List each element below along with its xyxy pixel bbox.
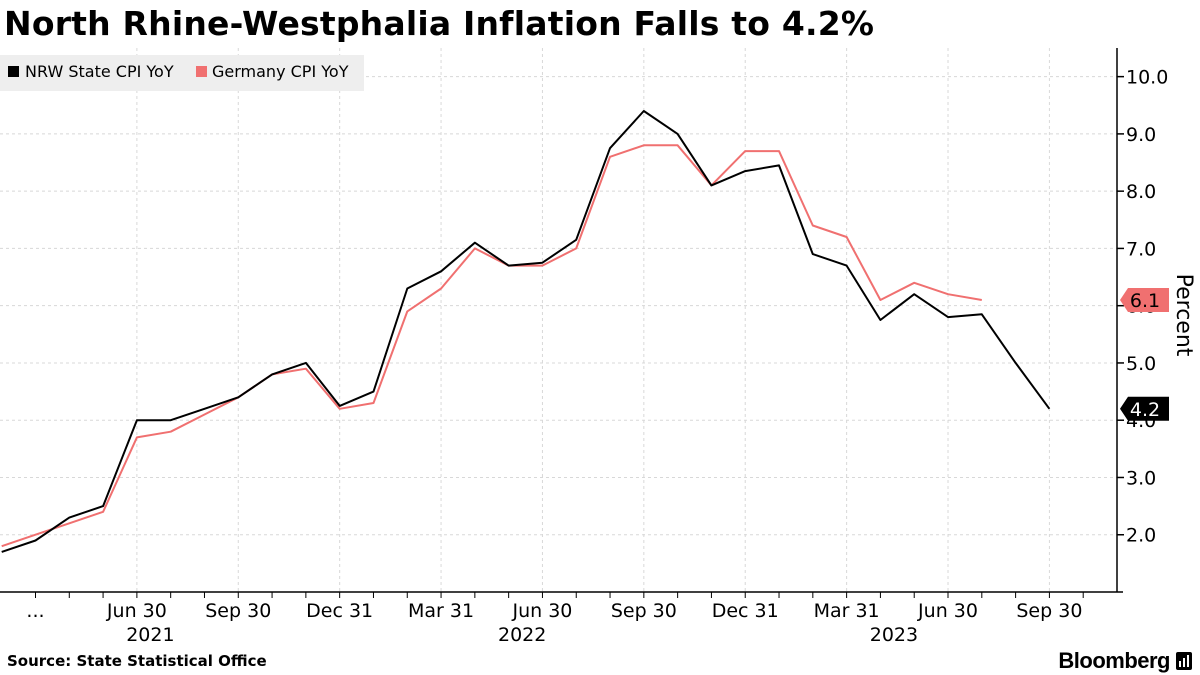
axis-labels: 2.03.04.05.06.07.08.09.010.0...Jun 30Sep… [26,67,1196,646]
y-tick-label: 8.0 [1126,181,1156,203]
end-label-tag [1120,396,1169,421]
x-year-label: 2021 [126,624,174,646]
x-tick-label: Dec 31 [306,600,373,622]
axes [0,48,1124,598]
end-value-labels: 4.2 6.1 [1120,287,1169,421]
x-tick-label: Jun 30 [106,600,167,622]
series-lines [1,110,1051,553]
y-tick-label: 2.0 [1126,525,1156,547]
y-tick-label: 10.0 [1126,67,1168,89]
series-line-germany [1,144,982,548]
x-tick-label: Jun 30 [917,600,978,622]
y-tick-label: 9.0 [1126,124,1156,146]
x-year-label: 2022 [498,624,546,646]
legend-swatch-germany [196,66,207,77]
x-year-label: 2023 [870,624,918,646]
y-tick-label: 3.0 [1126,467,1156,489]
end-label-tag [1120,287,1169,312]
bloomberg-terminal-icon [1176,652,1192,670]
grid-lines [0,48,1117,592]
y-tick-label: 5.0 [1126,353,1156,375]
series-line-nrw [1,110,1051,553]
x-tick-label: Dec 31 [712,600,779,622]
x-tick-label: Sep 30 [1016,600,1082,622]
source-note: Source: State Statistical Office [7,652,267,670]
x-tick-label: ... [26,600,44,622]
end-label-value: 4.2 [1130,399,1160,421]
bloomberg-logo-text: Bloomberg [1058,648,1170,673]
legend: NRW State CPI YoY Germany CPI YoY [0,55,364,91]
x-tick-label: Mar 31 [408,600,474,622]
brand: Bloomberg [1058,648,1192,674]
x-tick-label: Jun 30 [511,600,572,622]
legend-swatch-nrw [8,66,19,77]
legend-background [0,55,364,91]
legend-label-nrw: NRW State CPI YoY [25,62,174,81]
x-tick-label: Sep 30 [611,600,677,622]
chart-title: North Rhine-Westphalia Inflation Falls t… [4,4,875,43]
y-tick-label: 7.0 [1126,238,1156,260]
end-label-value: 6.1 [1130,290,1160,312]
x-tick-label: Sep 30 [205,600,271,622]
end-label-germany: 6.1 [1120,287,1169,312]
legend-label-germany: Germany CPI YoY [212,62,349,81]
x-tick-label: Mar 31 [814,600,880,622]
y-axis-title: Percent [1171,274,1196,357]
end-label-nrw: 4.2 [1120,396,1169,421]
